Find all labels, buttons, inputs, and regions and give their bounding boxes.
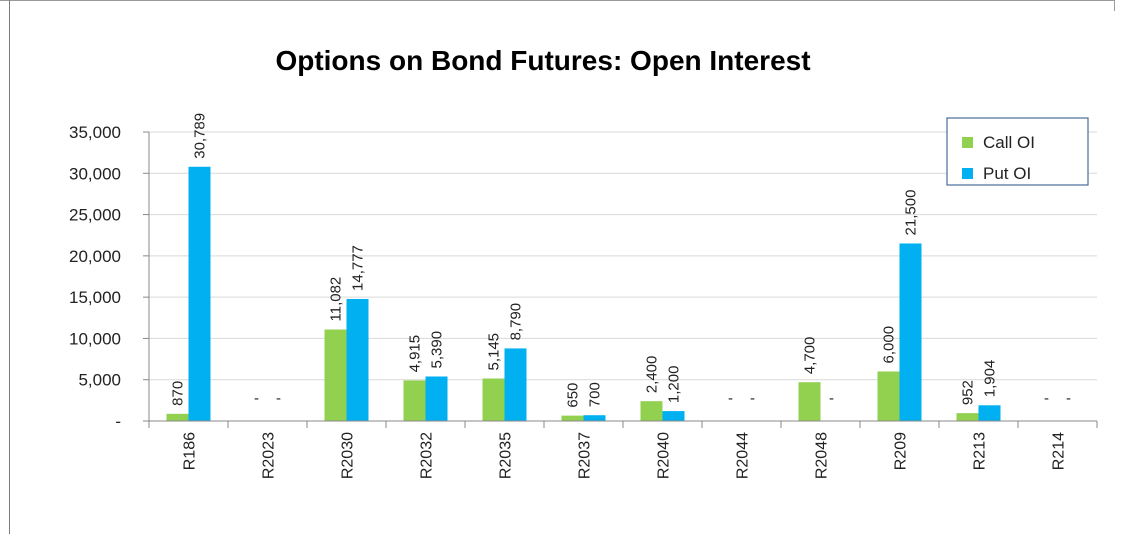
bar-put <box>188 166 211 421</box>
legend-swatch <box>962 137 973 148</box>
chart-frame-left <box>9 0 10 534</box>
x-tick-label: R2040 <box>656 432 673 479</box>
y-tick-label: - <box>115 412 121 431</box>
legend-label: Put OI <box>983 164 1031 183</box>
data-label: - <box>1066 390 1071 407</box>
data-label: 4,915 <box>407 335 424 373</box>
y-tick-label: 15,000 <box>69 288 121 307</box>
chart-frame-top <box>0 0 1115 11</box>
y-tick-label: 30,000 <box>69 164 121 183</box>
bar-put <box>899 243 922 421</box>
x-tick-label: R2048 <box>814 432 831 479</box>
y-axis: - 5,000 10,000 15,000 20,000 25,000 30,000 35,0… <box>69 123 150 431</box>
bar-put <box>978 405 1001 421</box>
data-label: 870 <box>170 381 187 406</box>
data-label: - <box>254 390 259 407</box>
bar-call <box>640 401 663 421</box>
bar-call <box>956 413 979 421</box>
data-label: 5,390 <box>429 331 446 369</box>
bar-call <box>561 415 584 421</box>
chart-title: Options on Bond Futures: Open Interest <box>275 45 810 76</box>
bar-put <box>346 298 369 421</box>
bar-call <box>403 380 426 421</box>
x-tick-label: R186 <box>182 432 199 470</box>
data-label: 2,400 <box>644 356 661 394</box>
data-label: 700 <box>587 382 604 407</box>
bar-call <box>877 371 900 421</box>
y-tick-label: 20,000 <box>69 247 121 266</box>
x-tick-label: R2035 <box>498 432 515 479</box>
data-label: 30,789 <box>192 113 209 159</box>
x-tick-label: R214 <box>1051 432 1068 470</box>
data-label: - <box>728 390 733 407</box>
legend-label: Call OI <box>983 133 1035 152</box>
data-label: 11,082 <box>328 277 345 322</box>
y-tick-label: 25,000 <box>69 206 121 225</box>
gridlines <box>149 131 1097 381</box>
data-label: 4,700 <box>802 337 819 375</box>
legend: Call OI Put OI <box>946 117 1089 186</box>
data-label: 8,790 <box>508 303 525 341</box>
data-label: - <box>750 390 755 407</box>
x-tick-label: R213 <box>972 432 989 470</box>
data-label: 5,145 <box>486 333 503 371</box>
y-tick-label: 5,000 <box>78 371 121 390</box>
data-label: 1,904 <box>982 360 999 398</box>
bar-put <box>662 411 685 421</box>
x-axis: R186 R2023 R2030 R2032 R2035 R2037 R2040 R2044 R… <box>148 420 1098 479</box>
data-label: 14,777 <box>350 245 367 291</box>
bar-put <box>504 348 527 421</box>
x-tick-label: R209 <box>893 432 910 470</box>
x-tick-label: R2030 <box>340 432 357 479</box>
bar-call <box>166 413 189 421</box>
data-label: - <box>829 390 834 407</box>
bar-call <box>798 382 821 421</box>
data-label: - <box>1044 390 1049 407</box>
bars <box>166 166 1001 421</box>
bar-call <box>482 378 505 421</box>
x-tick-label: R2044 <box>735 432 752 479</box>
data-label: 952 <box>960 380 977 405</box>
y-tick-label: 10,000 <box>69 329 121 348</box>
bar-put <box>425 376 448 421</box>
data-label: 1,200 <box>666 366 683 404</box>
data-label: - <box>276 390 281 407</box>
data-label: 650 <box>565 383 582 408</box>
x-tick-label: R2032 <box>419 432 436 479</box>
legend-swatch <box>962 168 973 179</box>
x-tick-label: R2023 <box>261 432 278 479</box>
bar-put <box>583 415 606 421</box>
bar-call <box>324 329 347 421</box>
data-label: 21,500 <box>903 190 920 236</box>
y-tick-label: 35,000 <box>69 123 121 142</box>
data-label: 6,000 <box>881 326 898 364</box>
x-tick-label: R2037 <box>577 432 594 479</box>
